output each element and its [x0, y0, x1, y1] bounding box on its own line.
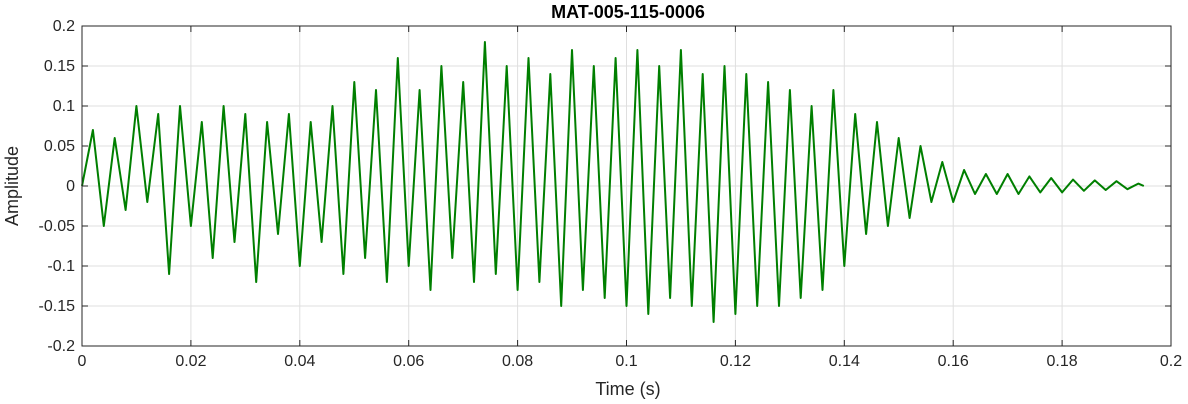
x-tick-label: 0.02: [175, 353, 206, 370]
plot-area: [81, 41, 1145, 323]
chart-title: MAT-005-115-0006: [551, 2, 705, 22]
x-tick-label: 0.2: [1160, 353, 1182, 370]
x-tick-label: 0: [78, 353, 87, 370]
x-tick-label: 0.08: [502, 353, 533, 370]
axis-ticks: 0 0.02 0.04 0.06 0.08 0.1 0.12 0.14 0.16 0.18 0.2 0…: [39, 18, 1183, 370]
y-tick-label: -0.15: [39, 298, 76, 315]
x-tick-label: 0.06: [393, 353, 424, 370]
x-axis-label: Time (s): [595, 379, 660, 399]
x-tick-label: 0.12: [720, 353, 751, 370]
y-tick-label: 0.2: [53, 18, 75, 35]
x-tick-label: 0.14: [829, 353, 860, 370]
y-tick-label: -0.1: [47, 258, 75, 275]
y-tick-label: -0.2: [47, 338, 75, 355]
y-tick-label: -0.05: [39, 218, 76, 235]
y-tick-label: 0.15: [44, 58, 75, 75]
x-tick-label: 0.18: [1047, 353, 1078, 370]
x-tick-label: 0.1: [615, 353, 637, 370]
x-tick-label: 0.16: [938, 353, 969, 370]
y-tick-label: 0.05: [44, 138, 75, 155]
y-axis-label: Amplitude: [2, 146, 22, 226]
y-tick-label: 0.1: [53, 98, 75, 115]
waveform-line: [81, 41, 1145, 323]
y-tick-label: 0: [66, 178, 75, 195]
x-tick-label: 0.04: [284, 353, 315, 370]
